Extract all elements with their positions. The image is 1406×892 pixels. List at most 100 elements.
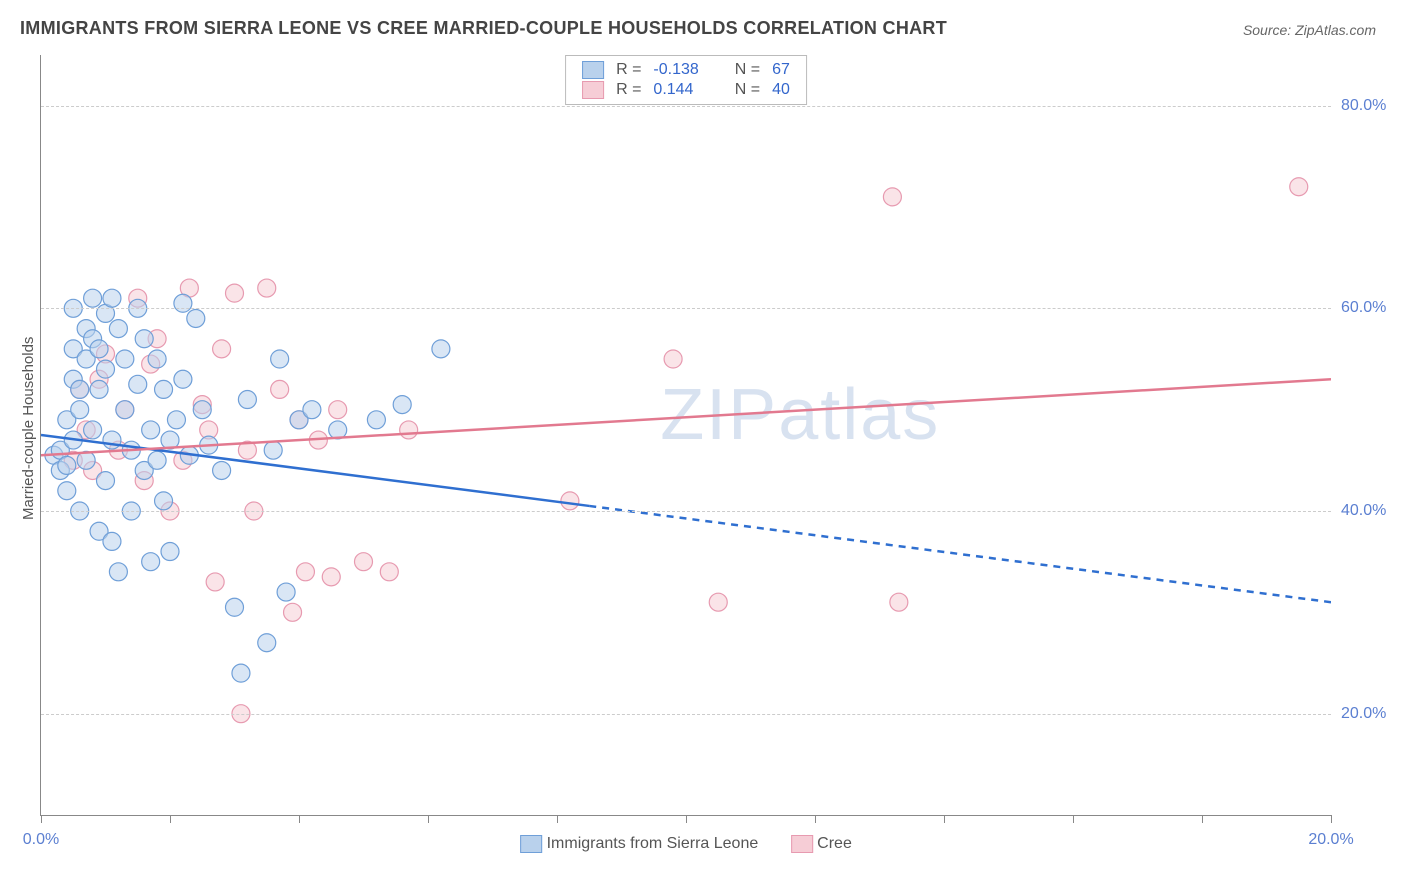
swatch-cree	[582, 81, 604, 99]
y-tick-label: 80.0%	[1341, 97, 1401, 115]
data-point	[148, 350, 166, 368]
r-label: R =	[610, 60, 647, 80]
x-tick	[557, 815, 558, 823]
data-point	[296, 563, 314, 581]
data-point	[71, 380, 89, 398]
data-point	[71, 401, 89, 419]
data-point	[161, 543, 179, 561]
y-axis-label: Married-couple Households	[20, 337, 37, 520]
correlation-legend: R = -0.138 N = 67 R = 0.144 N = 40	[565, 55, 807, 105]
data-point	[90, 340, 108, 358]
data-point	[155, 492, 173, 510]
data-point	[97, 472, 115, 490]
data-point	[142, 421, 160, 439]
data-point	[193, 401, 211, 419]
data-point	[400, 421, 418, 439]
x-tick	[1202, 815, 1203, 823]
data-point	[432, 340, 450, 358]
data-point	[109, 320, 127, 338]
legend-row-a: R = -0.138 N = 67	[576, 60, 796, 80]
scatter-svg	[41, 55, 1331, 815]
data-point	[103, 431, 121, 449]
n-value-a: 67	[766, 60, 796, 80]
data-point	[167, 411, 185, 429]
data-point	[303, 401, 321, 419]
data-point	[206, 573, 224, 591]
data-point	[561, 492, 579, 510]
data-point	[355, 553, 373, 571]
data-point	[322, 568, 340, 586]
data-point	[226, 598, 244, 616]
r-label: R =	[610, 80, 647, 100]
data-point	[155, 380, 173, 398]
swatch-sierra-leone	[582, 61, 604, 79]
legend-item-b: Cree	[791, 835, 852, 853]
y-tick-label: 20.0%	[1341, 705, 1401, 723]
regression-line	[41, 379, 1331, 455]
data-point	[890, 593, 908, 611]
legend-row-b: R = 0.144 N = 40	[576, 80, 796, 100]
data-point	[238, 391, 256, 409]
data-point	[271, 380, 289, 398]
x-tick	[428, 815, 429, 823]
data-point	[90, 380, 108, 398]
data-point	[329, 401, 347, 419]
legend-item-a: Immigrants from Sierra Leone	[520, 835, 758, 853]
data-point	[116, 401, 134, 419]
data-point	[883, 188, 901, 206]
data-point	[213, 340, 231, 358]
data-point	[277, 583, 295, 601]
data-point	[264, 441, 282, 459]
x-tick	[299, 815, 300, 823]
data-point	[232, 664, 250, 682]
data-point	[271, 350, 289, 368]
legend-label-b: Cree	[817, 835, 852, 852]
data-point	[187, 309, 205, 327]
y-tick-label: 60.0%	[1341, 299, 1401, 317]
data-point	[148, 451, 166, 469]
data-point	[103, 289, 121, 307]
n-label: N =	[729, 80, 766, 100]
data-point	[393, 396, 411, 414]
gridline	[41, 308, 1331, 309]
chart-source: Source: ZipAtlas.com	[1243, 22, 1376, 38]
series-legend: Immigrants from Sierra Leone Cree	[506, 835, 866, 853]
r-value-b: 0.144	[647, 80, 704, 100]
data-point	[213, 461, 231, 479]
gridline	[41, 511, 1331, 512]
x-tick	[170, 815, 171, 823]
gridline	[41, 714, 1331, 715]
x-tick	[944, 815, 945, 823]
data-point	[135, 330, 153, 348]
data-point	[129, 375, 147, 393]
x-tick-label: 20.0%	[1308, 831, 1353, 849]
x-tick	[1073, 815, 1074, 823]
data-point	[116, 350, 134, 368]
x-tick	[1331, 815, 1332, 823]
data-point	[380, 563, 398, 581]
data-point	[84, 421, 102, 439]
data-point	[142, 553, 160, 571]
n-value-b: 40	[766, 80, 796, 100]
data-point	[58, 482, 76, 500]
data-point	[58, 456, 76, 474]
swatch-cree	[791, 835, 813, 853]
data-point	[226, 284, 244, 302]
regression-line	[589, 506, 1331, 602]
x-tick	[815, 815, 816, 823]
data-point	[284, 603, 302, 621]
legend-label-a: Immigrants from Sierra Leone	[547, 835, 759, 852]
r-value-a: -0.138	[647, 60, 704, 80]
data-point	[97, 360, 115, 378]
x-tick-label: 0.0%	[23, 831, 59, 849]
data-point	[258, 279, 276, 297]
data-point	[664, 350, 682, 368]
data-point	[103, 532, 121, 550]
data-point	[709, 593, 727, 611]
data-point	[174, 294, 192, 312]
swatch-sierra-leone	[520, 835, 542, 853]
gridline	[41, 106, 1331, 107]
n-label: N =	[729, 60, 766, 80]
data-point	[258, 634, 276, 652]
data-point	[174, 370, 192, 388]
